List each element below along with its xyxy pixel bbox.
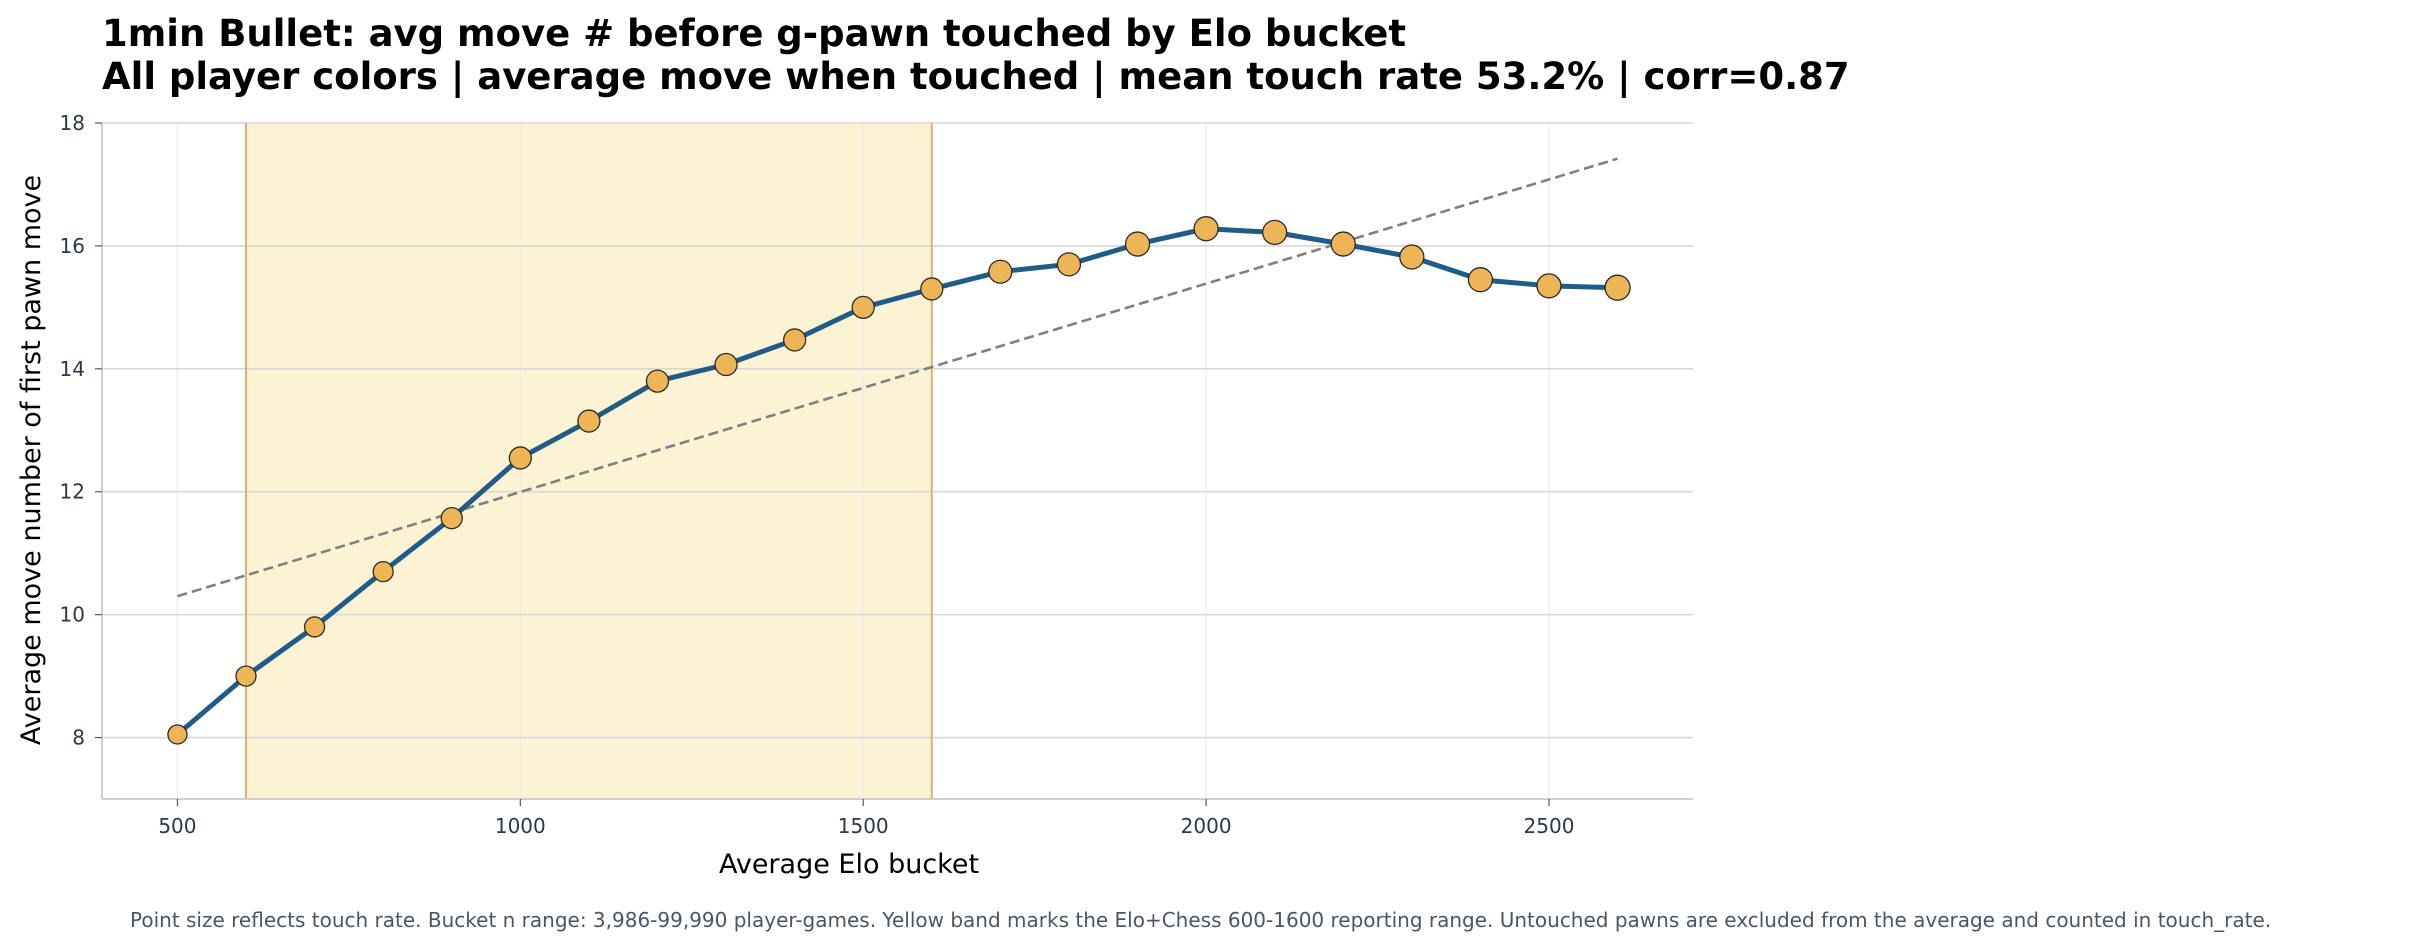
- data-point: [1604, 274, 1631, 301]
- data-point: [988, 259, 1013, 284]
- data-point: [1536, 273, 1562, 299]
- data-point: [440, 507, 463, 530]
- chart-footnote: Point size reflects touch rate. Bucket n…: [130, 908, 2271, 932]
- data-point: [577, 409, 601, 433]
- data-point: [508, 446, 532, 470]
- data-point: [1399, 244, 1425, 270]
- highlight-band: [246, 123, 932, 799]
- x-tick-label: 2000: [1181, 814, 1232, 838]
- data-point: [1056, 252, 1082, 277]
- data-point: [1467, 267, 1494, 293]
- y-tick-label: 16: [60, 234, 85, 258]
- data-point: [303, 616, 326, 638]
- x-tick-label: 2500: [1524, 814, 1575, 838]
- data-point: [235, 665, 257, 687]
- data-point: [1330, 231, 1356, 257]
- data-point: [1193, 216, 1219, 242]
- series-line: [174, 226, 1621, 737]
- data-point: [782, 328, 807, 352]
- data-point: [851, 295, 875, 320]
- y-tick-label: 18: [60, 111, 85, 135]
- data-point: [714, 352, 738, 377]
- y-axis-label: Average move number of first pawn move: [16, 175, 47, 745]
- y-tick-label: 8: [72, 726, 85, 750]
- chart-title: 1min Bullet: avg move # before g-pawn to…: [102, 12, 1406, 55]
- y-tick-label: 14: [60, 357, 85, 381]
- data-point: [645, 369, 670, 393]
- data-point: [1124, 231, 1151, 257]
- x-axis-label: Average Elo bucket: [719, 849, 979, 880]
- x-tick-label: 500: [158, 814, 196, 838]
- y-tick-label: 10: [60, 603, 85, 627]
- chart-subtitle: All player colors | average move when to…: [102, 55, 1850, 98]
- data-point: [372, 560, 394, 583]
- y-tick-label: 12: [60, 480, 85, 504]
- x-tick-label: 1000: [495, 814, 546, 838]
- x-tick-label: 1500: [838, 814, 889, 838]
- data-point: [1262, 219, 1288, 246]
- trend-line: [177, 157, 1618, 598]
- data-point: [920, 277, 944, 301]
- plot-area: 8 10 12 14 16 18 500 1000 1500 2000 2500: [60, 111, 1693, 838]
- data-point: [167, 724, 188, 745]
